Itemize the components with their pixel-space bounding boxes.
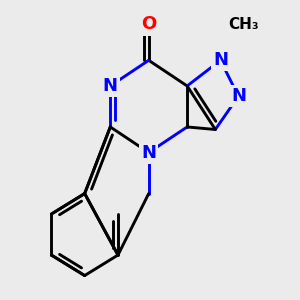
Text: CH₃: CH₃ <box>228 17 259 32</box>
Text: O: O <box>141 15 156 33</box>
Text: N: N <box>103 77 118 95</box>
Text: N: N <box>213 51 228 69</box>
Text: N: N <box>141 144 156 162</box>
Text: N: N <box>231 87 246 105</box>
